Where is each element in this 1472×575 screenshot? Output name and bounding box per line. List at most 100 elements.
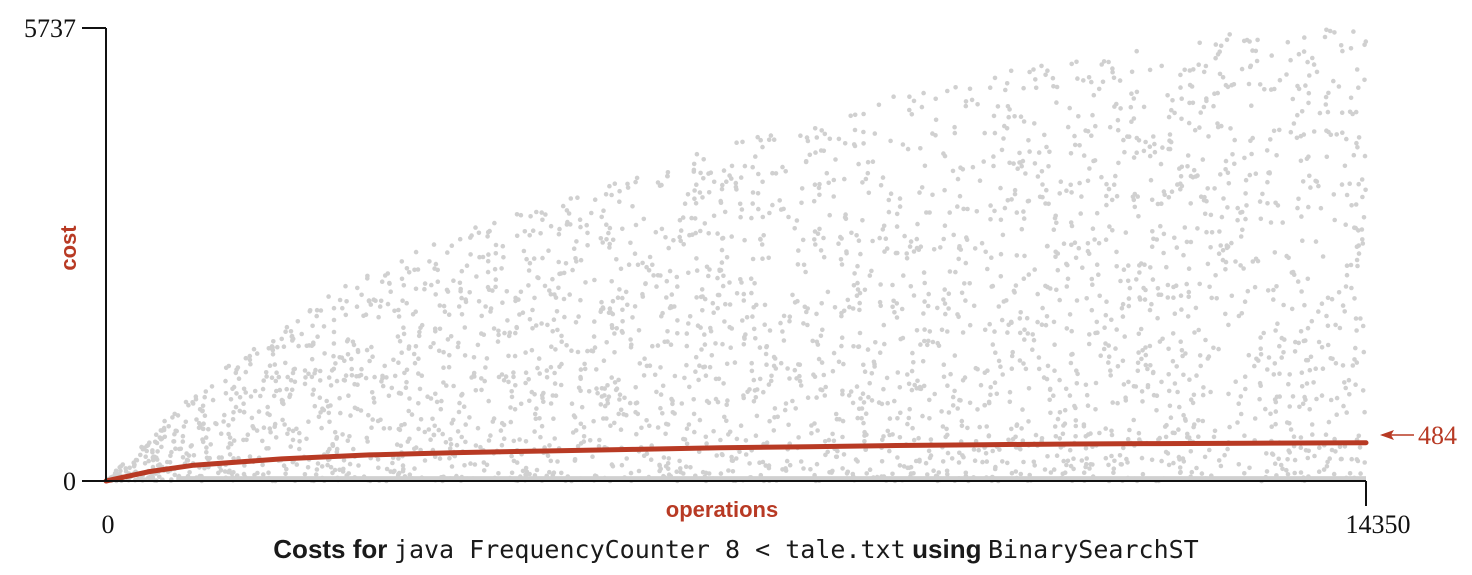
cost-point xyxy=(438,406,444,412)
cost-point xyxy=(511,374,516,380)
cost-point xyxy=(180,433,186,439)
cost-point xyxy=(396,314,402,319)
cost-point xyxy=(1017,358,1023,363)
cost-point xyxy=(1307,367,1313,373)
cost-point xyxy=(952,353,958,358)
cost-point xyxy=(1278,462,1284,468)
cost-point xyxy=(289,387,295,393)
cost-point xyxy=(1069,190,1074,195)
cost-point xyxy=(760,144,765,150)
cost-point xyxy=(852,112,858,118)
cost-point xyxy=(1047,397,1052,403)
cost-point xyxy=(644,418,649,423)
cost-point xyxy=(1117,453,1123,458)
cost-point xyxy=(1273,399,1279,405)
cost-point xyxy=(620,307,625,313)
cost-point xyxy=(773,171,779,176)
cost-point xyxy=(1271,287,1276,293)
cost-point xyxy=(428,437,433,443)
cost-point xyxy=(479,376,484,381)
cost-point xyxy=(957,193,963,199)
cost-point xyxy=(402,370,407,376)
cost-point xyxy=(1343,222,1348,227)
cost-point xyxy=(905,421,910,427)
cost-point xyxy=(715,231,720,236)
cost-point xyxy=(698,170,703,176)
cost-point xyxy=(870,159,876,164)
cost-point xyxy=(752,281,757,286)
cost-point xyxy=(290,437,296,443)
cost-point xyxy=(481,460,487,465)
cost-point xyxy=(1248,63,1254,69)
cost-point xyxy=(1110,228,1115,233)
cost-point xyxy=(573,255,578,261)
cost-point xyxy=(1012,191,1018,197)
cost-point xyxy=(1211,345,1216,351)
cost-point xyxy=(1127,285,1133,291)
cost-point xyxy=(905,146,911,152)
cost-point xyxy=(823,452,828,458)
cost-point xyxy=(468,461,473,466)
cost-point xyxy=(728,345,733,351)
cost-point xyxy=(1272,250,1278,255)
cost-point xyxy=(535,275,540,280)
cost-point xyxy=(1077,180,1082,186)
cost-point xyxy=(939,409,944,414)
cost-point xyxy=(927,329,933,334)
cost-point xyxy=(751,399,757,404)
cost-point xyxy=(754,413,760,419)
cost-point xyxy=(310,392,316,397)
cost-point xyxy=(1354,360,1360,365)
cost-point xyxy=(1302,394,1307,400)
cost-point xyxy=(1042,467,1048,472)
cost-point xyxy=(952,124,957,130)
cost-point xyxy=(559,470,564,476)
cost-point xyxy=(297,430,302,436)
cost-point xyxy=(1051,84,1056,89)
cost-point xyxy=(422,429,428,435)
cost-point xyxy=(1060,431,1066,437)
cost-point xyxy=(907,107,912,113)
cost-point xyxy=(123,469,129,474)
cost-point xyxy=(610,237,616,243)
cost-point xyxy=(988,392,993,398)
cost-point xyxy=(989,255,994,260)
cost-point xyxy=(412,466,417,471)
cost-point xyxy=(723,301,728,307)
cost-point xyxy=(491,326,497,331)
cost-point xyxy=(569,348,574,354)
cost-point xyxy=(965,425,970,431)
cost-point xyxy=(1353,382,1358,388)
cost-point xyxy=(1104,299,1109,305)
cost-point xyxy=(150,448,155,453)
cost-point xyxy=(721,273,726,279)
cost-point xyxy=(1325,342,1331,348)
cost-point xyxy=(1113,173,1118,179)
cost-point xyxy=(1132,204,1138,210)
cost-point xyxy=(275,344,280,350)
cost-point xyxy=(1114,193,1120,199)
cost-point xyxy=(443,440,449,445)
cost-point xyxy=(695,323,701,329)
cost-point xyxy=(839,335,845,341)
cost-point xyxy=(863,176,869,182)
cost-point xyxy=(231,410,236,415)
cost-point xyxy=(563,261,569,266)
cost-point xyxy=(1356,181,1361,187)
cost-point xyxy=(349,373,355,378)
cost-point xyxy=(600,305,606,310)
cost-point xyxy=(377,304,383,309)
cost-point xyxy=(541,390,546,396)
cost-point xyxy=(202,465,207,471)
caption-class-name: BinarySearchST xyxy=(988,535,1199,564)
cost-point xyxy=(524,469,530,475)
cost-point xyxy=(537,416,542,421)
cost-point xyxy=(1177,465,1183,470)
cost-point xyxy=(750,314,755,319)
cost-point xyxy=(1219,214,1225,220)
cost-point xyxy=(900,335,906,341)
cost-point xyxy=(180,455,186,460)
cost-point xyxy=(1053,254,1058,260)
cost-point xyxy=(1305,276,1311,282)
cost-point xyxy=(1085,248,1091,254)
